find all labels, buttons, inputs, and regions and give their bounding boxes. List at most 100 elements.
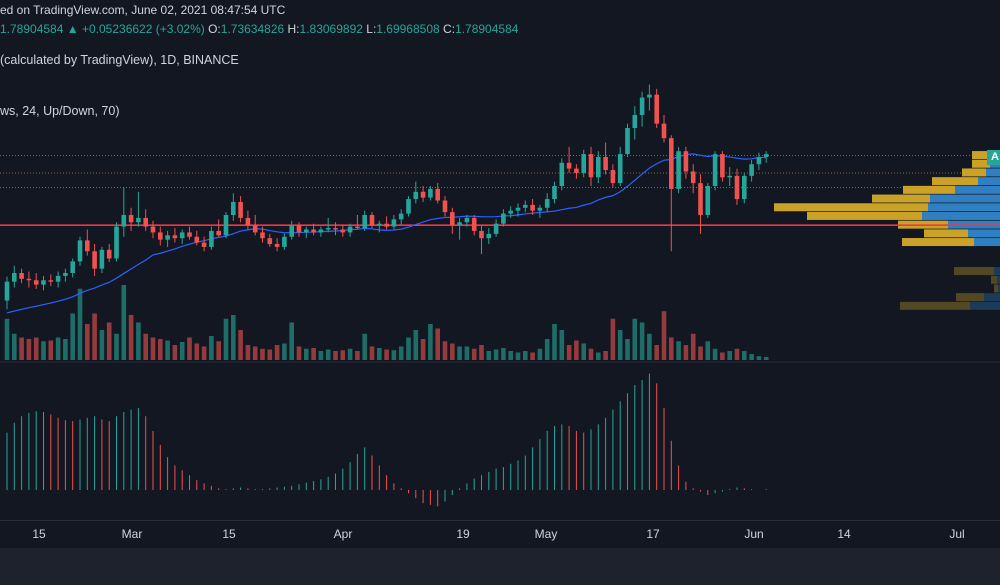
candle-body	[537, 207, 543, 211]
volume-bar	[537, 348, 543, 360]
candle-body	[647, 94, 652, 98]
volume-bar	[4, 318, 10, 360]
candle-body	[661, 123, 667, 139]
candle-body	[705, 186, 711, 215]
last-price: 1.78904584	[0, 22, 64, 36]
volume-bar	[55, 337, 61, 360]
candle-body	[92, 251, 97, 269]
candle-body	[734, 175, 740, 200]
volume-bar	[187, 337, 192, 360]
indicator-legend[interactable]: ws, 24, Up/Down, 70)	[0, 104, 120, 118]
open-value: 1.73634826	[220, 22, 285, 36]
volume-bar	[428, 324, 433, 360]
time-axis-tick-label: May	[534, 527, 558, 541]
candle-body	[245, 217, 251, 226]
time-axis-tick-label: Apr	[333, 527, 353, 541]
candle-body	[574, 168, 579, 173]
volume-profile-up-bar	[955, 185, 1000, 194]
published-note: ed on TradingView.com, June 02, 2021 08:…	[0, 3, 286, 17]
volume-bar	[588, 348, 594, 360]
reference-lines	[0, 155, 1000, 188]
volume-bar	[158, 339, 163, 360]
volume-profile-down-bar	[972, 151, 992, 160]
candlesticks	[4, 84, 769, 310]
volume-bar	[603, 351, 608, 360]
time-axis[interactable]	[0, 520, 1000, 549]
volume-bar	[128, 315, 134, 360]
volume-bar	[216, 341, 221, 360]
candle-body	[136, 217, 141, 223]
candle-body	[384, 223, 389, 227]
candle-body	[26, 278, 32, 281]
volume-bar	[501, 348, 506, 360]
candle-body	[486, 233, 492, 239]
candle-body	[150, 226, 156, 233]
candle-body	[523, 204, 528, 208]
volume-bar	[625, 339, 630, 360]
price-badge: A	[987, 150, 1000, 165]
candle-body	[4, 281, 10, 301]
volume-bar	[596, 352, 601, 360]
candle-body	[588, 154, 594, 178]
volume-profile-up-bar	[984, 293, 1000, 302]
candle-body	[267, 238, 273, 244]
candle-body	[194, 236, 200, 243]
time-axis-tick-label: 14	[837, 527, 851, 541]
candle-body	[450, 212, 455, 226]
volume-bar	[282, 343, 287, 360]
candle-body	[639, 97, 645, 115]
volume-bar	[493, 349, 499, 360]
candle-body	[464, 217, 470, 223]
candle-body	[63, 273, 68, 276]
candle-body	[676, 151, 681, 189]
candle-body	[325, 228, 331, 230]
volume-bar	[194, 343, 200, 360]
volume-bar	[267, 349, 273, 360]
volume-profile-up-bar	[978, 177, 1000, 186]
candle-body	[333, 228, 338, 230]
candle-body	[85, 240, 90, 252]
ohlc-legend: 1.78904584 ▲ +0.05236622 (+3.02%) O:1.73…	[0, 22, 518, 36]
oscillator-histogram	[6, 373, 767, 507]
candle-body	[471, 217, 477, 231]
candle-body	[48, 280, 54, 282]
candle-body	[282, 236, 287, 247]
candle-body	[114, 226, 119, 259]
candle-body	[435, 188, 440, 201]
volume-profile-down-bar	[994, 284, 998, 293]
volume-bar	[669, 337, 674, 360]
candle-body	[559, 162, 565, 186]
candle-body	[581, 154, 586, 173]
volume-bar	[749, 354, 754, 360]
volume-bar	[413, 330, 419, 360]
time-axis-tick-label: Mar	[121, 527, 143, 541]
candle-body	[41, 280, 46, 285]
volume-bar	[705, 341, 711, 360]
volume-bar	[70, 313, 75, 360]
volume-profile-up-bar	[994, 267, 1000, 276]
candle-body	[727, 175, 732, 178]
candle-body	[508, 210, 513, 214]
volume-bar	[325, 349, 331, 360]
volume-bar	[304, 348, 309, 360]
candle-body	[179, 232, 185, 239]
candle-body	[501, 213, 506, 224]
candle-body	[428, 188, 433, 198]
volume-bar	[136, 322, 141, 360]
candle-body	[19, 273, 24, 279]
volume-bar	[77, 288, 83, 360]
candle-body	[216, 230, 221, 236]
volume-bar	[274, 345, 280, 360]
volume-bar	[727, 351, 732, 360]
candle-body	[763, 154, 769, 157]
symbol-title[interactable]: (calculated by TradingView), 1D, BINANCE	[0, 53, 239, 67]
volume-profile-down-bar	[924, 229, 968, 238]
candle-body	[698, 183, 703, 215]
candle-body	[369, 215, 375, 226]
volume-bar	[464, 346, 470, 360]
candle-body	[340, 229, 346, 233]
time-axis-tick-label: 15	[222, 527, 236, 541]
volume-bar	[457, 346, 462, 360]
candle-body	[683, 151, 689, 172]
